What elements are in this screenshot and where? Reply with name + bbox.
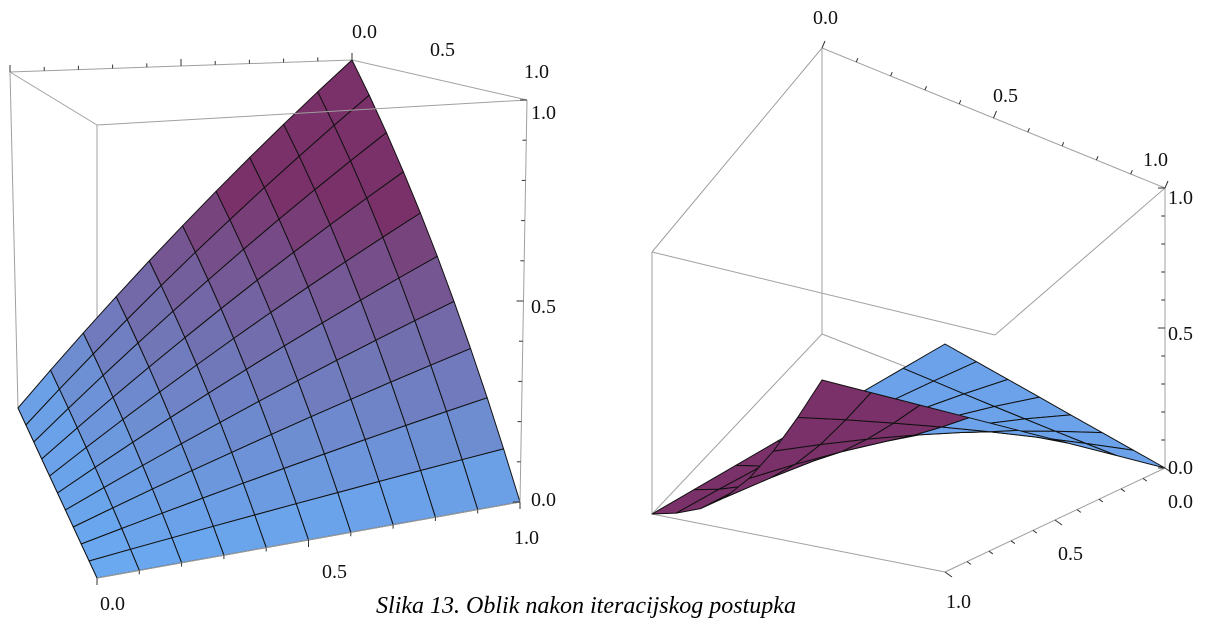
box-edge: [351, 59, 528, 101]
tick-mark: [993, 110, 997, 119]
tick-mark: [1010, 540, 1016, 544]
box-edge: [9, 71, 98, 126]
tick-mark: [1098, 498, 1104, 503]
tick-mark: [1120, 488, 1126, 492]
figure-caption: Slika 13. Oblik nakon iteracijskog postu…: [376, 593, 796, 619]
surface-patch: [797, 379, 872, 421]
z-tick-label: 0.0: [531, 489, 556, 511]
right-surface-plot: 0.0 0.5 1.0 0.0 0.5 1.0 0.0 0.5 1.0: [651, 7, 1193, 613]
box-edge: [9, 71, 19, 409]
tick-mark: [1164, 180, 1169, 189]
tick-mark: [1061, 141, 1065, 147]
tick-mark: [821, 40, 826, 49]
x-tick-label: 0.5: [1058, 543, 1083, 565]
tick-mark: [1130, 169, 1133, 175]
x-tick-label: 0.5: [322, 561, 347, 583]
tick-mark: [1164, 467, 1173, 474]
left-tick-marks: [9, 53, 527, 585]
tick-mark: [924, 85, 928, 91]
y-tick-label: 1.0: [524, 61, 549, 83]
x-tick-label: 1.0: [946, 591, 971, 613]
box-edge: [994, 187, 1166, 336]
x-tick-label: 0.0: [100, 593, 125, 615]
tick-mark: [1095, 155, 1099, 161]
left-tick-labels: 0.0 0.5 1.0 0.0 0.5 1.0 0.0 0.5 1.0: [100, 21, 556, 615]
z-tick-label: 1.0: [531, 102, 556, 124]
tick-mark: [944, 571, 953, 578]
tick-mark: [1032, 529, 1038, 534]
z-tick-label: 0.0: [1168, 457, 1193, 479]
tick-mark: [988, 550, 994, 555]
y-tick-label: 0.0: [813, 7, 838, 29]
y-tick-label: 0.0: [352, 21, 377, 43]
z-tick-label: 0.5: [531, 296, 556, 318]
y-tick-label: 0.5: [993, 85, 1018, 107]
box-edge: [651, 251, 996, 336]
box-edge: [96, 99, 528, 126]
y-tick-label: 1.0: [1143, 149, 1168, 171]
tick-mark: [855, 57, 859, 63]
tick-mark: [1054, 519, 1063, 526]
tick-mark: [1076, 509, 1082, 513]
left-surface: [17, 59, 521, 579]
box-edge: [651, 513, 946, 573]
x-tick-label: 1.0: [514, 527, 539, 549]
box-edge: [651, 47, 823, 253]
tick-mark: [966, 561, 972, 565]
box-edge: [651, 333, 823, 515]
right-surface: [651, 343, 1166, 515]
z-tick-label: 1.0: [1168, 187, 1193, 209]
right-tick-marks: [821, 40, 1173, 578]
y-tick-label: 0.5: [430, 39, 455, 61]
x-tick-label: 0.0: [1168, 491, 1193, 513]
tick-mark: [890, 71, 893, 77]
z-tick-label: 0.5: [1168, 323, 1193, 345]
tick-mark: [1027, 127, 1030, 133]
right-tick-labels: 0.0 0.5 1.0 0.0 0.5 1.0 0.0 0.5 1.0: [813, 7, 1193, 613]
tick-mark: [958, 99, 962, 105]
left-surface-plot: 0.0 0.5 1.0 0.0 0.5 1.0 0.0 0.5 1.0: [9, 21, 556, 615]
tick-mark: [1142, 477, 1148, 482]
